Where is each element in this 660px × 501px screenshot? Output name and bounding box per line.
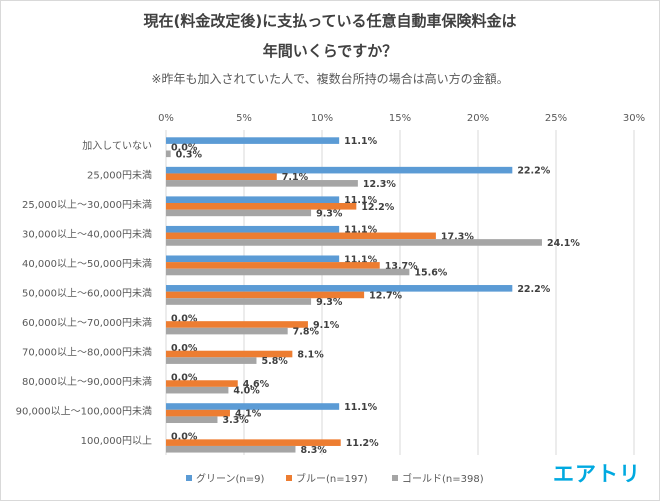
x-tick-label: 5% (236, 113, 252, 124)
data-label: 11.1% (344, 195, 377, 206)
bar (166, 180, 358, 187)
bar (166, 225, 340, 233)
data-label: 8.1% (297, 350, 324, 361)
category-label: 80,000以上～90,000円未満 (22, 376, 152, 388)
bar (166, 445, 296, 453)
chart-title-line-1: 現在(料金改定後)に支払っている任意自動車保険料金は (143, 12, 517, 30)
data-label: 0.0% (171, 432, 198, 443)
data-label: 12.7% (369, 290, 402, 301)
data-label: 17.3% (441, 231, 474, 242)
category-label: 90,000以上～100,000円未満 (16, 406, 152, 418)
data-label: 4.0% (233, 386, 260, 397)
bar (166, 386, 229, 394)
category-label: 30,000以上～40,000円未満 (22, 228, 152, 240)
data-label: 12.3% (363, 179, 396, 190)
bar (166, 196, 340, 203)
bar (166, 202, 357, 210)
data-label: 4.6% (243, 379, 270, 390)
data-label: 0.3% (176, 149, 203, 160)
data-label: 11.1% (344, 254, 377, 265)
category-label: 25,000以上～30,000円未満 (22, 199, 152, 211)
data-label: 0.0% (171, 313, 198, 324)
x-tick-label: 20% (467, 113, 489, 124)
x-tick-label: 10% (311, 113, 333, 124)
brand-logo: エアトリ (553, 462, 641, 486)
legend-label: ゴールド(n=398) (402, 472, 484, 485)
bar (166, 137, 340, 144)
data-label: 3.3% (222, 415, 249, 426)
bar (166, 150, 171, 158)
bar (166, 262, 380, 269)
bar (166, 268, 410, 276)
data-label: 22.2% (517, 166, 550, 177)
data-label: 5.8% (261, 356, 288, 367)
data-label: 9.3% (316, 297, 343, 308)
category-label: 50,000以上～60,000円未満 (22, 288, 152, 300)
data-label: 15.6% (414, 267, 447, 278)
legend-label: グリーン(n=9) (196, 472, 264, 485)
data-label: 0.0% (171, 372, 198, 383)
x-tick-label: 0% (158, 113, 174, 124)
data-label: 11.1% (344, 225, 377, 236)
data-label: 4.1% (235, 409, 262, 420)
data-label: 0.0% (171, 143, 198, 154)
bar (166, 285, 513, 292)
data-label: 13.7% (385, 261, 418, 272)
data-label: 7.1% (282, 172, 309, 183)
bar (166, 239, 542, 246)
bar (166, 298, 312, 305)
category-label: 加入していない (82, 140, 152, 152)
category-label: 60,000以上～70,000円未満 (22, 317, 152, 329)
bar (166, 321, 308, 328)
bar (166, 380, 238, 387)
chart-title: 現在(料金改定後)に支払っている任意自動車保険料金は 年間いくらですか？ (0, 6, 660, 66)
data-label: 8.3% (300, 445, 327, 456)
data-label: 9.3% (316, 208, 343, 219)
bar (166, 255, 340, 263)
bar (166, 409, 230, 417)
chart-subtitle: ※昨年も加入されていた人で、複数台所持の場合は高い方の金額。 (151, 72, 509, 86)
bar (166, 403, 340, 410)
category-label: 70,000以上～80,000円未満 (22, 347, 152, 359)
bar (166, 209, 312, 217)
data-label: 11.1% (344, 136, 377, 147)
x-tick-label: 25% (545, 113, 567, 124)
data-label: 9.1% (313, 320, 340, 331)
legend-swatch (286, 475, 292, 481)
data-label: 0.0% (171, 343, 198, 354)
data-label: 11.2% (346, 438, 379, 449)
data-label: 7.8% (293, 327, 320, 338)
legend-swatch (186, 475, 192, 481)
bar (166, 416, 218, 424)
legend-swatch (392, 475, 398, 481)
bar (166, 350, 293, 358)
x-tick-label: 15% (389, 113, 411, 124)
bar (166, 173, 277, 181)
legend-label: ブルー(n=197) (296, 472, 368, 485)
data-label: 11.1% (344, 402, 377, 413)
bar (166, 166, 513, 174)
chart-title-line-2: 年間いくらですか？ (262, 42, 398, 60)
category-label: 25,000円未満 (87, 169, 152, 181)
data-label: 22.2% (517, 284, 550, 295)
category-label: 100,000円以上 (81, 435, 152, 447)
data-label: 12.2% (361, 202, 394, 213)
bar (166, 327, 288, 335)
bar (166, 439, 341, 446)
bar (166, 232, 436, 240)
x-tick-label: 30% (623, 113, 645, 124)
bar (166, 357, 257, 364)
bar (166, 291, 365, 299)
category-label: 40,000以上～50,000円未満 (22, 258, 152, 270)
data-label: 24.1% (547, 238, 580, 249)
